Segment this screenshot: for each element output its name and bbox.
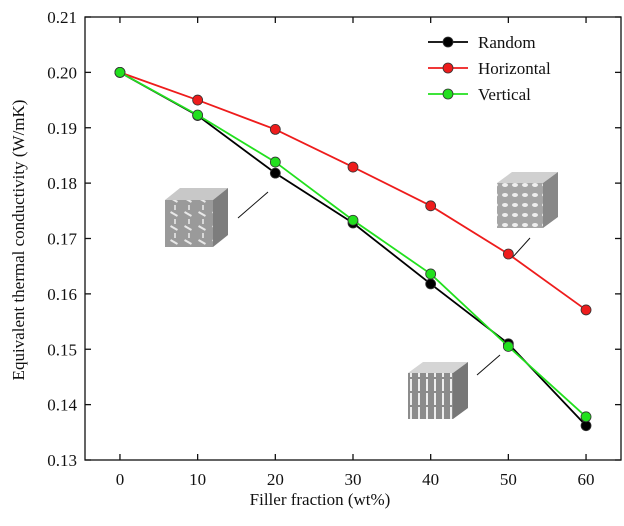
y-tick-label: 0.17 [47,230,77,249]
y-tick-label: 0.18 [47,174,77,193]
y-tick-label: 0.19 [47,119,77,138]
legend-label: Vertical [478,85,531,104]
y-tick-label: 0.21 [47,8,77,27]
legend-label: Random [478,33,536,52]
legend-marker [442,62,454,74]
x-tick-label: 0 [116,470,125,489]
y-tick-label: 0.20 [47,63,77,82]
point [347,161,359,173]
x-tick-label: 40 [422,470,439,489]
y-tick-label: 0.15 [47,340,77,359]
x-tick-label: 20 [267,470,284,489]
x-tick-label: 30 [345,470,362,489]
inset-random [165,188,269,247]
inset-vertical [408,354,501,419]
y-axis-label: Equivalent thermal conductivity (W/mK) [9,100,28,381]
point [114,66,126,78]
point [347,214,359,226]
point [269,124,281,135]
point [269,156,281,168]
point [502,248,514,260]
point [580,304,592,316]
y-tick-label: 0.16 [47,285,77,304]
legend-marker [442,88,454,100]
legend-label: Horizontal [478,59,551,78]
point [425,200,437,212]
x-tick-label: 10 [189,470,206,489]
x-tick-label: 50 [500,470,517,489]
legend-marker [442,36,454,48]
point [192,94,204,106]
point [269,167,281,179]
point [192,109,204,121]
inset-horizontal [497,172,558,259]
point [425,268,437,280]
y-tick-label: 0.14 [47,396,77,415]
series-line [119,71,587,427]
x-tick-label: 60 [578,470,595,489]
point [580,411,592,423]
y-tick-label: 0.13 [47,451,77,470]
x-axis-label: Filler fraction (wt%) [250,490,391,509]
point [502,341,514,352]
point [425,278,437,290]
